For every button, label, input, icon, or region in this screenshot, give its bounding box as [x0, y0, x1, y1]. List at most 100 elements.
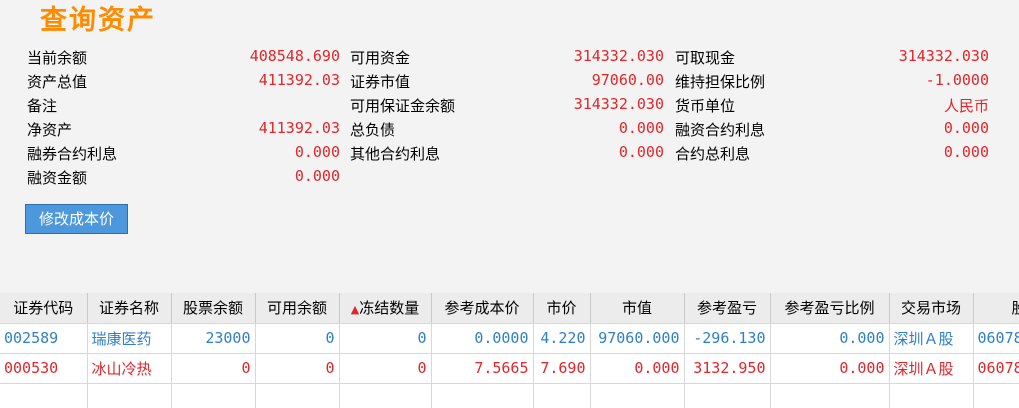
column-header[interactable]: 参考成本价	[431, 293, 534, 324]
column-header[interactable]: 证券代码	[0, 293, 88, 324]
field-label: 总负债	[350, 121, 396, 139]
field-value: 人民币	[943, 97, 989, 115]
field-value: 0.000	[618, 143, 664, 161]
table-cell: 0.0000	[431, 323, 534, 354]
field-value: 0.000	[618, 119, 664, 137]
table-cell: 0.000	[590, 353, 685, 384]
column-header-text: 参考盈亏	[696, 299, 757, 318]
field-label: 融券合约利息	[27, 145, 118, 163]
empty-cell	[770, 383, 890, 408]
column-header[interactable]: 参考盈亏比例	[770, 293, 890, 324]
column-header[interactable]: 股票余额	[171, 293, 256, 324]
field-label: 备注	[27, 97, 58, 115]
table-cell: 3132.950	[684, 353, 771, 384]
column-header[interactable]: 市值	[590, 293, 685, 324]
field-label: 可用保证金余额	[350, 97, 456, 115]
asset-panel: 查询资产 修改成本价 当前余额 408548.690 可用资金 314332.030 可…	[0, 0, 1019, 293]
field-label: 其他合约利息	[350, 145, 441, 163]
edit-cost-button[interactable]: 修改成本价	[25, 204, 128, 234]
column-header-text: 市价	[546, 299, 577, 318]
field-label: 证券市值	[350, 73, 411, 91]
table-cell: 06078	[973, 323, 1019, 354]
column-header[interactable]: 市价	[533, 293, 591, 324]
table-cell: 7.690	[533, 353, 591, 384]
column-header-text: 市值	[621, 299, 652, 318]
column-header[interactable]: 可用余额	[255, 293, 340, 324]
table-cell: 0	[339, 353, 432, 384]
field-label: 当前余额	[27, 49, 88, 67]
field-value: 314332.030	[898, 47, 989, 65]
field-value: 408548.690	[249, 47, 340, 65]
field-value: 314332.030	[573, 47, 664, 65]
table-cell: 7.5665	[431, 353, 534, 384]
empty-cell	[973, 383, 1019, 408]
table-cell: 0.000	[770, 323, 890, 354]
empty-cell	[0, 383, 88, 408]
table-cell: 深圳Ａ股	[889, 323, 974, 354]
table-row[interactable]: 000530 冰山冷热 0 0 0 7.5665 7.690 0.000 3132.950 0.0…	[0, 353, 1019, 384]
field-label: 融资合约利息	[675, 121, 766, 139]
empty-cell	[255, 383, 340, 408]
table-cell: 97060.000	[590, 323, 685, 354]
empty-cell	[87, 383, 172, 408]
table-cell: 深圳Ａ股	[889, 353, 974, 384]
field-label: 净资产	[27, 121, 73, 139]
title: 查询资产	[40, 5, 156, 36]
field-value: 0.000	[294, 167, 340, 185]
holdings-table: 证券代码 证券名称 股票余额 可用余额 ▲冻结数量 参考成本价 市价 市值 参考盈亏 参考盈亏比例…	[0, 293, 1019, 408]
column-header-text: 冻结数量	[359, 299, 420, 318]
column-header-text: 股票余额	[182, 299, 243, 318]
empty-cell	[339, 383, 432, 408]
field-label: 维持担保比例	[675, 73, 766, 91]
field-label: 可取现金	[675, 49, 736, 67]
field-value: 314332.030	[573, 95, 664, 113]
table-cell: 0	[339, 323, 432, 354]
column-header[interactable]: 股东	[973, 293, 1019, 324]
field-label: 融资金额	[27, 169, 88, 187]
table-cell: 0	[255, 353, 340, 384]
field-label: 可用资金	[350, 49, 411, 67]
field-value: 97060.00	[591, 71, 664, 89]
field-label: 货币单位	[675, 97, 736, 115]
field-label: 资产总值	[27, 73, 88, 91]
column-header-text: 证券名称	[98, 299, 159, 318]
column-header-text: 参考盈亏比例	[784, 299, 875, 318]
empty-cell	[171, 383, 256, 408]
table-cell: 002589	[0, 323, 88, 354]
column-header-text: 交易市场	[900, 299, 961, 318]
field-value: 0.000	[294, 143, 340, 161]
sort-indicator: ▲	[350, 303, 360, 317]
table-row[interactable]: 002589 瑞康医药 23000 0 0 0.0000 4.220 97060.000 -29…	[0, 323, 1019, 354]
table-cell: 000530	[0, 353, 88, 384]
column-header[interactable]: 交易市场	[889, 293, 974, 324]
field-value: 0.000	[943, 143, 989, 161]
table: 证券代码 证券名称 股票余额 可用余额 ▲冻结数量 参考成本价 市价 市值 参考盈亏 参考盈亏比例…	[0, 293, 1019, 408]
column-header[interactable]: 参考盈亏	[684, 293, 771, 324]
table-cell: 冰山冷热	[87, 353, 172, 384]
empty-row	[0, 383, 1019, 408]
field-value: 411392.03	[258, 71, 340, 89]
column-header-text: 参考成本价	[444, 299, 520, 318]
table-cell: -296.130	[684, 323, 771, 354]
field-value: 0.000	[943, 119, 989, 137]
table-cell: 06078	[973, 353, 1019, 384]
header-row: 证券代码 证券名称 股票余额 可用余额 ▲冻结数量 参考成本价 市价 市值 参考盈亏 参考盈亏比例…	[0, 293, 1019, 324]
field-value: 411392.03	[258, 119, 340, 137]
column-header[interactable]: 证券名称	[87, 293, 172, 324]
empty-cell	[684, 383, 771, 408]
column-header-text: 股东	[1011, 299, 1019, 317]
table-cell: 4.220	[533, 323, 591, 354]
column-header-text: 可用余额	[266, 299, 327, 318]
table-cell: 0	[255, 323, 340, 354]
empty-cell	[889, 383, 974, 408]
field-label: 合约总利息	[675, 145, 751, 163]
table-cell: 0	[171, 353, 256, 384]
table-cell: 瑞康医药	[87, 323, 172, 354]
empty-cell	[533, 383, 591, 408]
table-cell: 23000	[171, 323, 256, 354]
table-cell: 0.000	[770, 353, 890, 384]
column-header[interactable]: ▲冻结数量	[339, 293, 432, 324]
column-header-text: 证券代码	[13, 299, 74, 318]
empty-cell	[431, 383, 534, 408]
